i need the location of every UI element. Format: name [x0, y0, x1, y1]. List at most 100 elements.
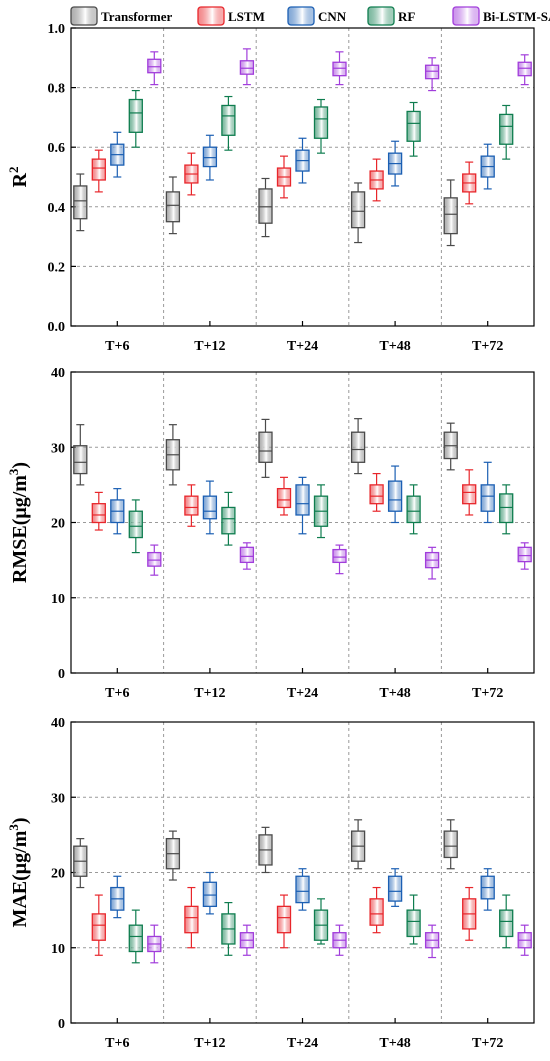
legend-swatch-bi-lstm-sa: [452, 6, 480, 26]
box-iqr: [295, 875, 310, 904]
box-cnn-t+12: [202, 480, 218, 535]
x-tick-label: T+6: [105, 686, 129, 701]
box-cnn-t+72: [480, 143, 495, 190]
box-iqr: [73, 185, 88, 220]
x-tick-label: T+12: [194, 686, 225, 701]
box-lstm-t+72: [462, 161, 477, 205]
y-axis-label: R2: [6, 167, 31, 188]
box-lstm-t+48: [369, 886, 384, 934]
legend-label: LSTM: [228, 9, 265, 24]
y-tick-label: 30: [51, 791, 65, 806]
box-bi-lstm-sa-t+6: [147, 924, 162, 964]
box-iqr: [202, 495, 218, 520]
box-bi-lstm-sa-t+48: [424, 924, 440, 959]
box-cnn-t+72: [480, 868, 495, 911]
box-iqr: [184, 495, 199, 516]
y-tick-label: 0: [58, 667, 65, 682]
box-iqr: [295, 484, 310, 516]
box-lstm-t+6: [91, 894, 106, 956]
box-iqr: [73, 445, 88, 475]
x-tick-label: T+48: [379, 339, 410, 354]
box-iqr: [443, 197, 458, 235]
box-transformer-t+6: [73, 424, 88, 486]
box-transformer-t+12: [165, 830, 181, 881]
box-rf-t+48: [406, 101, 421, 157]
box-cnn-t+72: [480, 461, 495, 524]
box-rf-t+72: [499, 894, 514, 949]
x-tick-label: T+6: [105, 339, 129, 354]
box-rf-t+12: [221, 901, 236, 956]
x-tick-label: T+72: [472, 339, 503, 354]
box-lstm-t+72: [462, 886, 477, 941]
box-iqr: [313, 106, 329, 139]
box-rf-t+72: [499, 484, 514, 535]
legend-swatch-transformer: [70, 6, 98, 26]
box-rf-t+24: [313, 898, 329, 945]
box-iqr: [517, 546, 532, 563]
legend-swatch-rf: [367, 6, 395, 26]
box-rf-t+48: [406, 484, 421, 535]
box-bi-lstm-sa-t+24: [332, 51, 347, 86]
box-cnn-t+24: [295, 137, 310, 184]
legend-swatch-lstm: [197, 6, 225, 26]
box-bi-lstm-sa-t+6: [147, 51, 162, 86]
y-tick-label: 10: [51, 942, 65, 957]
box-cnn-t+48: [387, 140, 403, 187]
legend-label: Bi-LSTM-SA: [483, 9, 550, 24]
box-iqr: [128, 98, 143, 133]
box-iqr: [369, 484, 384, 505]
x-tick-label: T+72: [472, 1036, 503, 1051]
box-bi-lstm-sa-t+24: [332, 924, 347, 956]
legend-label: RF: [398, 9, 415, 24]
panel-mae: 0 10 20 30 40 T+6 T+12 T+24 T+48 T+72 MAE(μg/m3): [6, 716, 535, 1051]
box-lstm-t+12: [184, 152, 199, 196]
box-iqr: [276, 905, 292, 934]
box-transformer-t+12: [165, 424, 181, 486]
box-iqr: [128, 510, 143, 539]
box-transformer-t+24: [258, 177, 273, 238]
box-iqr: [221, 104, 236, 136]
box-iqr: [480, 484, 495, 512]
box-iqr: [499, 909, 514, 938]
box-bi-lstm-sa-t+48: [424, 57, 440, 92]
box-bi-lstm-sa-t+12: [239, 542, 255, 570]
box-transformer-t+48: [350, 182, 366, 244]
box-bi-lstm-sa-t+72: [517, 54, 532, 86]
box-iqr: [91, 503, 106, 524]
box-cnn-t+6: [110, 488, 125, 535]
box-rf-t+12: [221, 491, 236, 546]
x-tick-label: T+24: [287, 339, 318, 354]
x-tick-label: T+6: [105, 1036, 129, 1051]
box-transformer-t+48: [350, 418, 366, 475]
box-bi-lstm-sa-t+72: [517, 542, 532, 570]
y-tick-label: 10: [51, 592, 65, 607]
y-tick-label: 1.0: [48, 22, 66, 37]
box-iqr: [387, 875, 403, 902]
box-iqr: [387, 480, 403, 512]
x-tick-label: T+48: [379, 1036, 410, 1051]
box-cnn-t+6: [110, 131, 125, 178]
x-tick-label: T+12: [194, 339, 225, 354]
box-cnn-t+24: [295, 476, 310, 535]
y-axis-label: MAE(μg/m3): [6, 817, 31, 927]
box-iqr: [424, 64, 440, 80]
box-iqr: [165, 191, 181, 223]
box-rf-t+6: [128, 909, 143, 964]
box-bi-lstm-sa-t+6: [147, 544, 162, 576]
box-transformer-t+24: [258, 826, 273, 874]
box-rf-t+6: [128, 89, 143, 148]
y-tick-label: 20: [51, 517, 65, 532]
box-iqr: [147, 551, 162, 567]
box-iqr: [239, 60, 255, 75]
x-tick-label: T+48: [379, 686, 410, 701]
box-lstm-t+12: [184, 886, 199, 949]
box-iqr: [443, 830, 458, 859]
panel-rmse: 0 10 20 30 40 T+6 T+12 T+24 T+48 T+72 RMSE(μg/m3): [6, 366, 535, 701]
box-rf-t+72: [499, 104, 514, 160]
box-rf-t+6: [128, 499, 143, 554]
box-cnn-t+12: [202, 134, 218, 181]
box-iqr: [499, 493, 514, 524]
box-lstm-t+24: [276, 155, 292, 199]
y-tick-label: 0.6: [48, 141, 66, 156]
y-tick-label: 30: [51, 441, 65, 456]
